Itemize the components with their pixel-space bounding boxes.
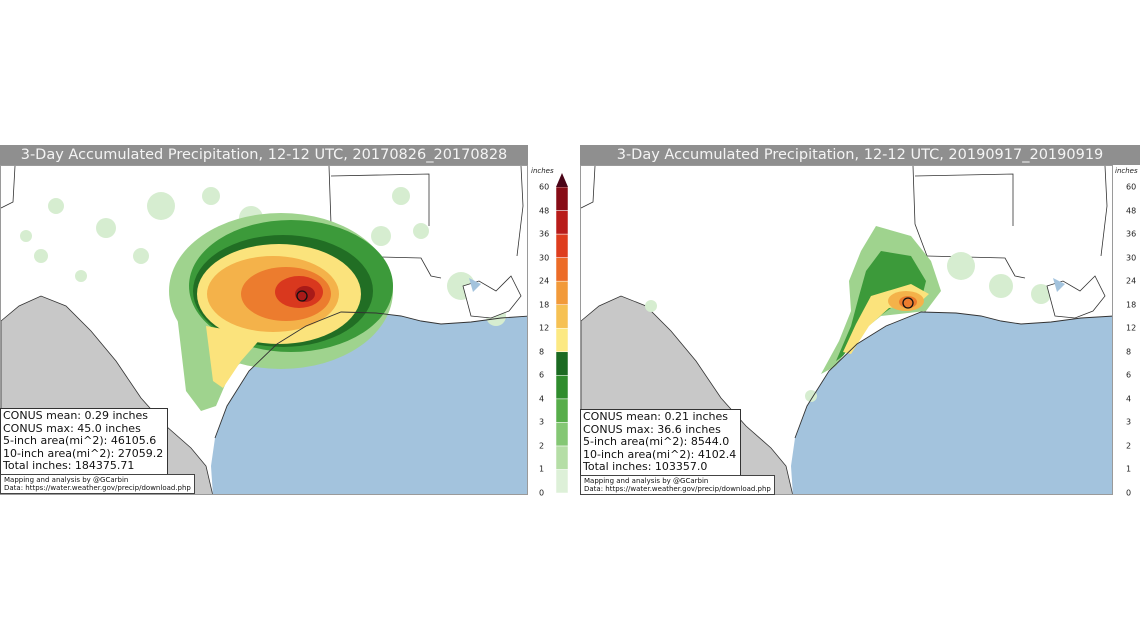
colorbar-tick-label: 30 [539,253,550,263]
stat-line: Total inches: 184375.71 [3,459,135,472]
colorbar-tick-label: 8 [1126,347,1132,357]
colorbar-swatch [555,304,569,329]
colorbar-swatch [555,210,569,235]
credit-line: Data: https://water.weather.gov/precip/d… [4,484,191,492]
colorbar-swatch [555,375,569,400]
colorbar-tick-label: 60 [539,182,550,192]
colorbar-tick-label: 36 [539,229,550,239]
colorbar-tick-label: 8 [539,347,545,357]
credit-box: Mapping and analysis by @GCarbin Data: h… [580,475,775,495]
colorbar-tick-label: 60 [1126,182,1137,192]
colorbar-tick-label: 6 [1126,370,1132,380]
colorbar-tick-label: 36 [1126,229,1137,239]
colorbar-tick-label: 3 [539,417,545,427]
credit-box: Mapping and analysis by @GCarbin Data: h… [0,474,195,494]
colorbar-right: inches 0 1 2 3 4 6 8 12 18 24 30 36 48 60 [1113,165,1140,498]
stat-line: 10-inch area(mi^2): 4102.4 [583,447,737,461]
colorbar-swatch [555,233,569,258]
stat-line: 5-inch area(mi^2): 8544.0 [583,435,730,448]
colorbar-swatch [555,186,569,211]
colorbar-swatch [555,257,569,282]
stat-line: Total inches: 103357.0 [583,460,708,473]
colorbar-tick-label: 4 [1126,394,1132,404]
map-title: 3-Day Accumulated Precipitation, 12-12 U… [580,145,1140,165]
colorbar-swatch [555,398,569,423]
colorbar-tick-label: 48 [1126,206,1137,216]
colorbar-tick-label: 2 [539,441,545,451]
stat-line: CONUS mean: 0.29 inches [3,409,149,422]
credit-line: Mapping and analysis by @GCarbin [4,476,129,484]
colorbar-swatch [555,422,569,447]
colorbar-tick-label: 6 [539,370,545,380]
colorbar-tick-label: 12 [539,323,550,333]
stat-line: 5-inch area(mi^2): 46105.6 [3,434,157,447]
colorbar-swatch [555,327,569,353]
map-title: 3-Day Accumulated Precipitation, 12-12 U… [0,145,528,165]
colorbar-swatch [555,280,569,305]
summary-stats-box: CONUS mean: 0.29 inches CONUS max: 45.0 … [0,408,169,476]
credit-line: Data: https://water.weather.gov/precip/d… [584,485,771,493]
colorbar-left: inches 0 1 2 3 4 6 8 12 18 24 30 36 48 60 [528,165,570,498]
colorbar-tick-label: 18 [1126,300,1137,310]
colorbar-tick-label: 2 [1126,441,1132,451]
colorbar-tick-label: 1 [539,464,545,474]
colorbar-swatch [555,469,569,494]
colorbar-tick-label: 18 [539,300,550,310]
stat-line: CONUS max: 36.6 inches [583,422,721,436]
colorbar-tick-label: 0 [539,488,545,498]
stat-line: CONUS max: 45.0 inches [3,421,141,435]
colorbar-swatches [555,173,569,494]
summary-stats-box: CONUS mean: 0.21 inches CONUS max: 36.6 … [580,409,742,477]
colorbar-tick-label: 1 [1126,464,1132,474]
stat-line: CONUS mean: 0.21 inches [583,410,729,423]
colorbar-tick-label: 48 [539,206,550,216]
colorbar-tick-label: 0 [1126,488,1132,498]
colorbar-tick-label: 12 [1126,323,1137,333]
colorbar-label: inches [1115,167,1138,175]
colorbar-tick-label: 24 [1126,276,1137,286]
colorbar-tick-label: 3 [1126,417,1132,427]
colorbar-tick-label: 4 [539,394,545,404]
colorbar-extend-arrow [556,173,568,187]
colorbar-tick-label: 30 [1126,253,1137,263]
colorbar-swatch [555,445,569,470]
stat-line: 10-inch area(mi^2): 27059.2 [3,446,164,460]
colorbar-label: inches [531,167,554,175]
colorbar-tick-label: 24 [539,276,550,286]
colorbar-swatch [555,351,569,376]
credit-line: Mapping and analysis by @GCarbin [584,477,709,485]
